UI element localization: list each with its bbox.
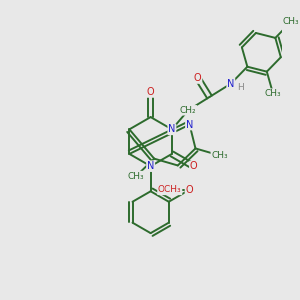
Text: CH₃: CH₃ — [283, 17, 300, 26]
Text: CH₂: CH₂ — [180, 106, 196, 115]
Text: CH₃: CH₃ — [128, 172, 144, 181]
Text: N: N — [147, 161, 154, 171]
Text: O: O — [147, 87, 154, 97]
Text: CH₃: CH₃ — [211, 151, 228, 160]
Text: O: O — [194, 73, 202, 83]
Text: OCH₃: OCH₃ — [158, 185, 182, 194]
Text: N: N — [168, 124, 175, 134]
Text: CH₃: CH₃ — [265, 89, 281, 98]
Text: O: O — [185, 185, 193, 195]
Text: O: O — [190, 161, 197, 172]
Text: N: N — [227, 79, 235, 89]
Text: N: N — [186, 120, 193, 130]
Text: H: H — [237, 82, 244, 91]
